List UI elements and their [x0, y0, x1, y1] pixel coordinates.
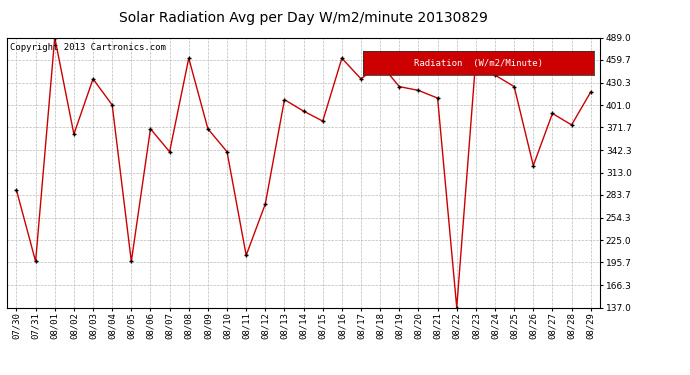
- Point: [566, 122, 577, 128]
- Point: [509, 84, 520, 90]
- Point: [221, 149, 233, 155]
- Point: [260, 201, 271, 207]
- Point: [49, 34, 60, 40]
- Point: [298, 108, 309, 114]
- Point: [184, 55, 195, 61]
- Text: Solar Radiation Avg per Day W/m2/minute 20130829: Solar Radiation Avg per Day W/m2/minute …: [119, 11, 488, 25]
- Point: [451, 304, 462, 310]
- Point: [394, 84, 405, 90]
- Point: [317, 118, 328, 124]
- Point: [355, 76, 366, 82]
- Point: [547, 111, 558, 117]
- Point: [585, 89, 596, 95]
- Point: [241, 252, 252, 258]
- Point: [30, 258, 41, 264]
- Point: [375, 61, 386, 67]
- Point: [471, 55, 482, 61]
- Point: [202, 126, 213, 132]
- Point: [11, 187, 22, 193]
- Point: [145, 126, 156, 132]
- Point: [107, 102, 118, 108]
- Text: Copyright 2013 Cartronics.com: Copyright 2013 Cartronics.com: [10, 43, 166, 52]
- Point: [88, 76, 99, 82]
- Point: [528, 163, 539, 169]
- Point: [164, 149, 175, 155]
- Point: [413, 87, 424, 93]
- Point: [336, 55, 347, 61]
- Point: [432, 95, 443, 101]
- Point: [279, 97, 290, 103]
- Point: [489, 72, 500, 78]
- Point: [126, 258, 137, 264]
- Point: [68, 131, 79, 137]
